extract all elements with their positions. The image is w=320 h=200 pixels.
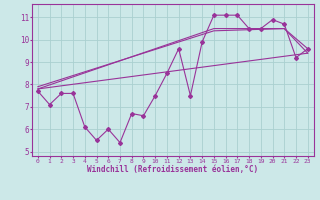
X-axis label: Windchill (Refroidissement éolien,°C): Windchill (Refroidissement éolien,°C): [87, 165, 258, 174]
